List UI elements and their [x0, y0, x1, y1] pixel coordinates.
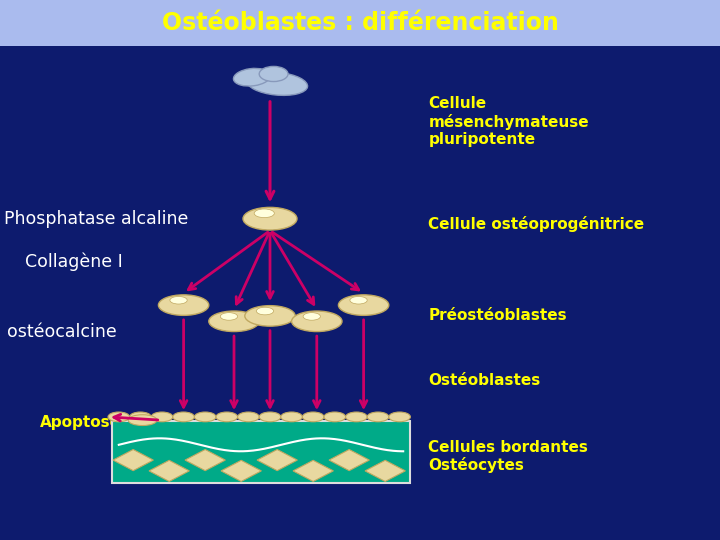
Text: Préostéoblastes: Préostéoblastes [428, 308, 567, 323]
Text: Ostéoblastes : différenciation: Ostéoblastes : différenciation [161, 11, 559, 35]
Ellipse shape [216, 412, 238, 422]
Text: Phosphatase alcaline: Phosphatase alcaline [4, 210, 188, 228]
Text: Apoptose: Apoptose [40, 415, 121, 430]
Ellipse shape [389, 412, 410, 422]
Ellipse shape [233, 69, 271, 86]
Polygon shape [185, 449, 225, 471]
Ellipse shape [247, 72, 307, 96]
Polygon shape [113, 449, 153, 471]
Ellipse shape [108, 412, 130, 422]
Ellipse shape [128, 415, 157, 426]
Ellipse shape [292, 311, 342, 332]
Text: Cellule ostéoprogénitrice: Cellule ostéoprogénitrice [428, 216, 644, 232]
Polygon shape [329, 449, 369, 471]
Ellipse shape [303, 313, 320, 320]
FancyBboxPatch shape [0, 0, 720, 46]
Ellipse shape [259, 412, 281, 422]
Text: Collagène I: Collagène I [25, 253, 123, 271]
Text: Ostéoblastes: Ostéoblastes [428, 373, 541, 388]
Ellipse shape [151, 412, 173, 422]
Ellipse shape [130, 412, 151, 422]
Ellipse shape [281, 412, 302, 422]
Ellipse shape [158, 295, 209, 315]
Polygon shape [293, 460, 333, 482]
Polygon shape [221, 460, 261, 482]
Ellipse shape [243, 207, 297, 230]
Polygon shape [365, 460, 405, 482]
Polygon shape [149, 460, 189, 482]
Ellipse shape [254, 209, 274, 218]
Ellipse shape [324, 412, 346, 422]
Text: Cellule
mésenchymateuse
pluripotente: Cellule mésenchymateuse pluripotente [428, 96, 589, 147]
Ellipse shape [346, 412, 367, 422]
Ellipse shape [367, 412, 389, 422]
Text: ostéocalcine: ostéocalcine [7, 323, 117, 341]
Ellipse shape [173, 412, 194, 422]
Ellipse shape [194, 412, 216, 422]
Ellipse shape [209, 311, 259, 332]
FancyBboxPatch shape [112, 421, 410, 483]
Ellipse shape [302, 412, 324, 422]
Ellipse shape [338, 295, 389, 315]
Ellipse shape [259, 66, 288, 82]
Ellipse shape [245, 306, 295, 326]
Ellipse shape [256, 307, 274, 315]
Polygon shape [257, 449, 297, 471]
Text: Cellules bordantes
Ostéocytes: Cellules bordantes Ostéocytes [428, 440, 588, 473]
Ellipse shape [350, 296, 367, 304]
Ellipse shape [238, 412, 259, 422]
Ellipse shape [220, 313, 238, 320]
Ellipse shape [170, 296, 187, 304]
